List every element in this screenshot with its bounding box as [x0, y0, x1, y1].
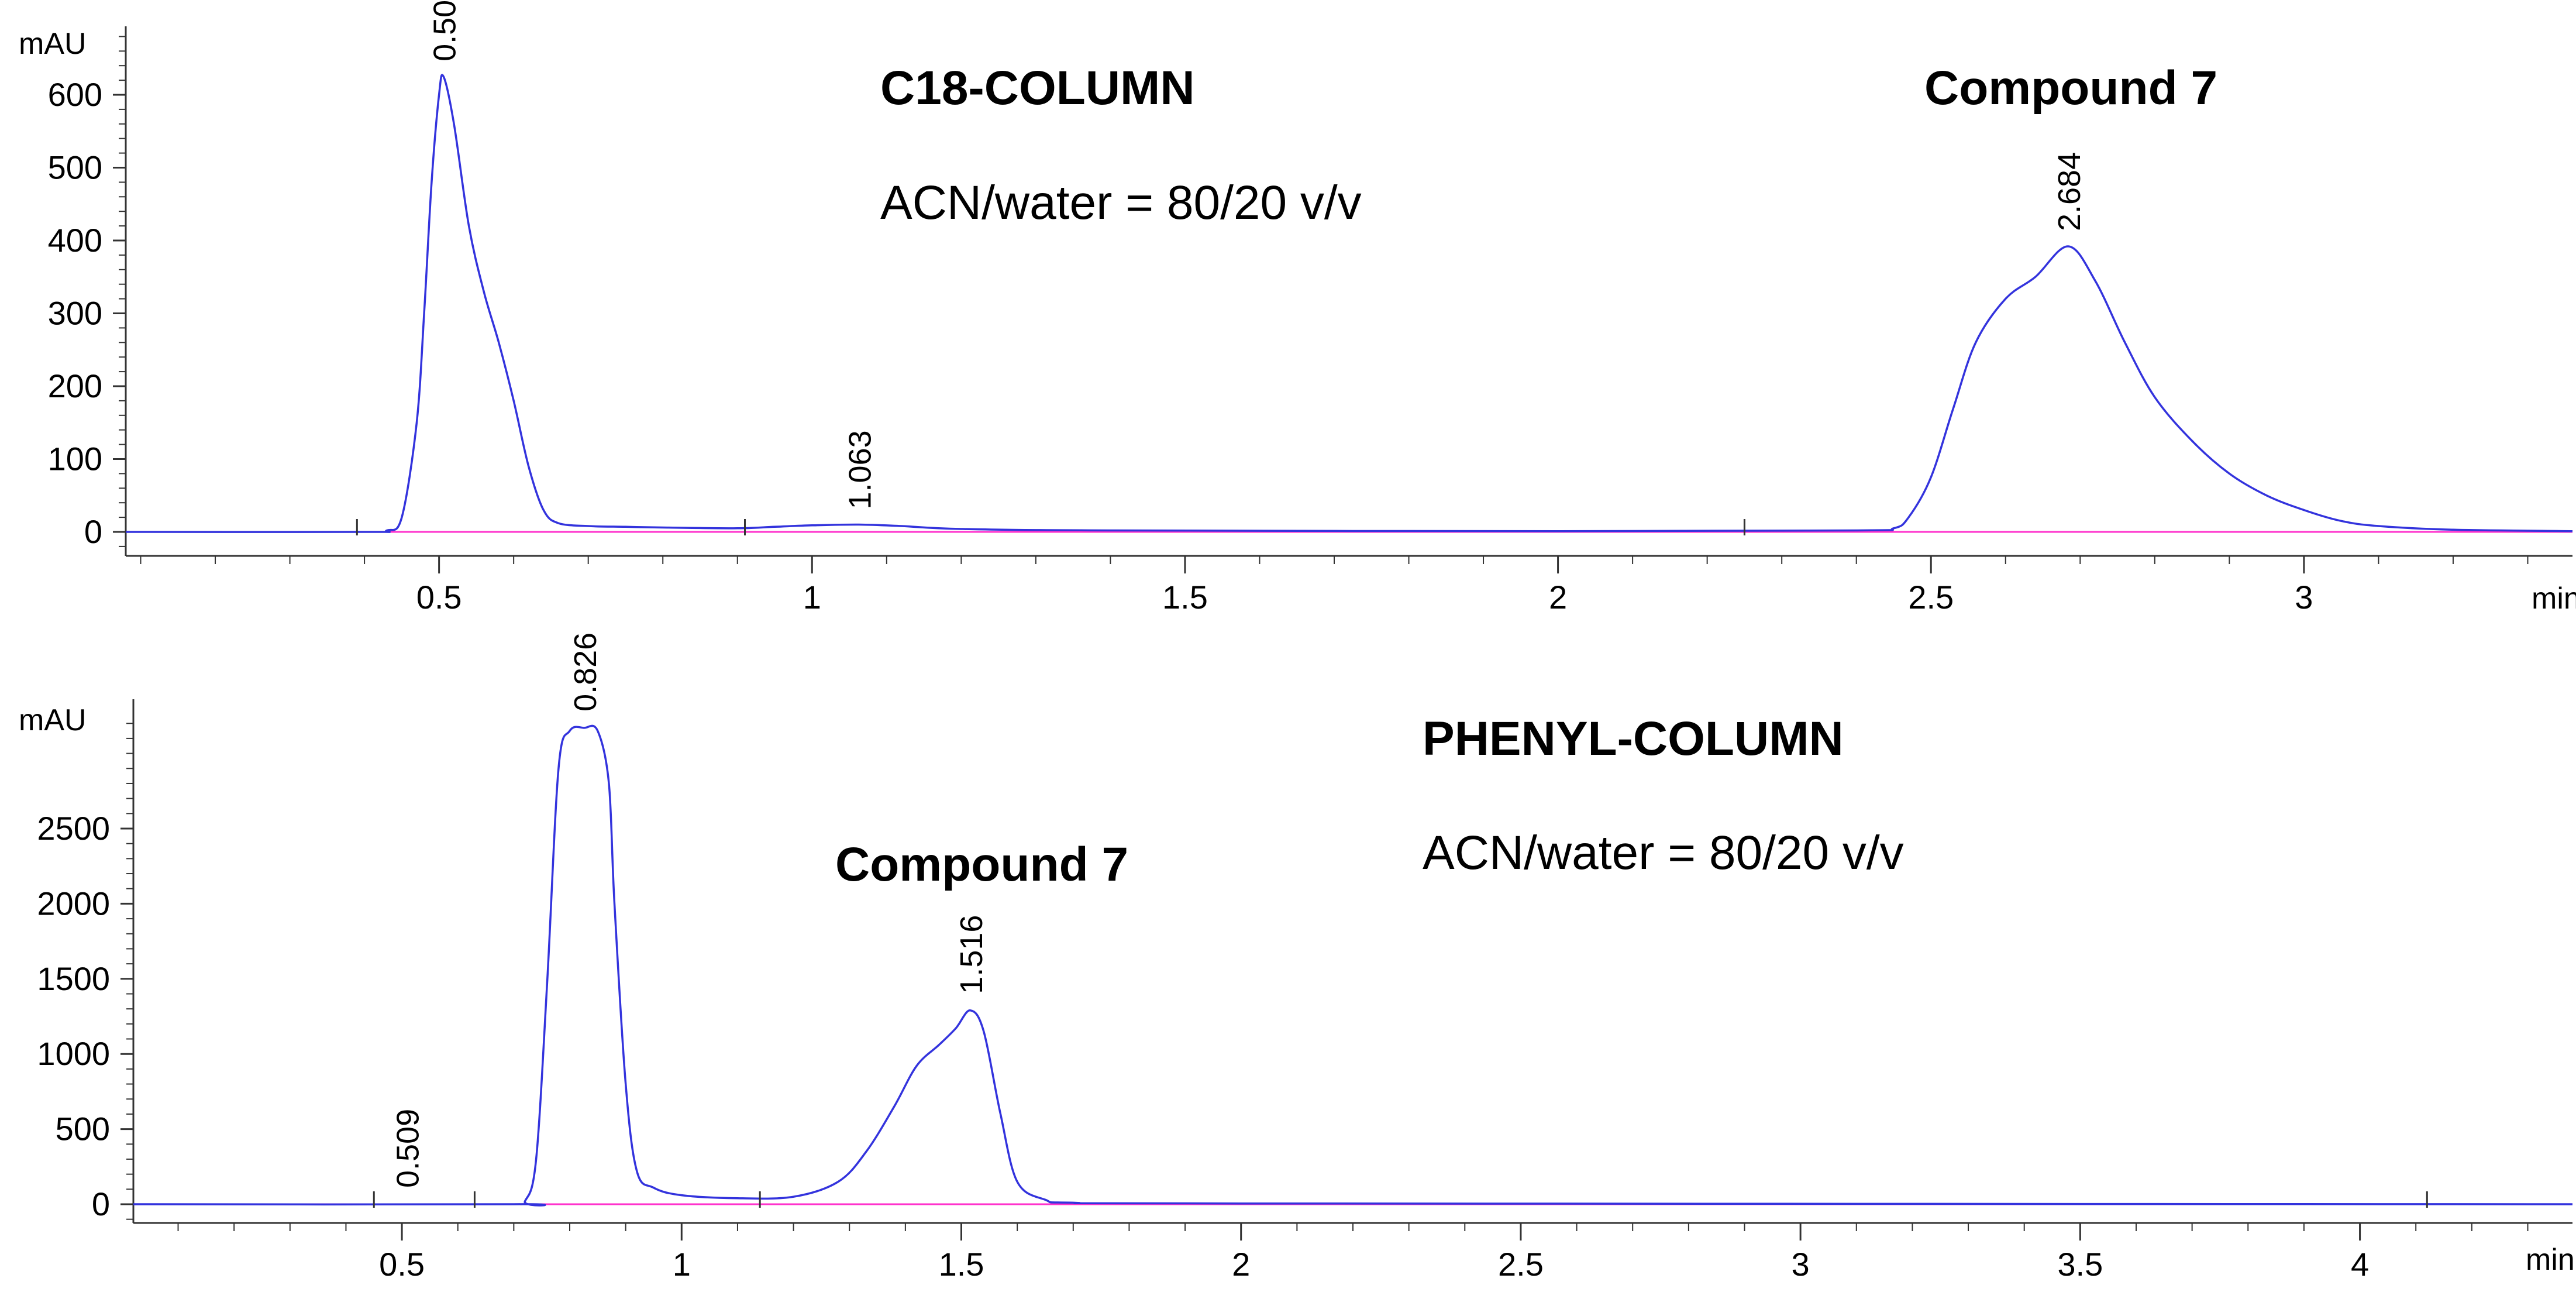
peak-label: 2.684 [2052, 152, 2087, 231]
mobile-phase-annotation: ACN/water = 80/20 v/v [1423, 826, 1904, 879]
mobile-phase-annotation: ACN/water = 80/20 v/v [880, 176, 1362, 229]
c18-chromatogram-panel: 0 100 200 300 400 500 600 0.5 1 1.5 2 2.5 3 mAU min 0.5… [19, 0, 2576, 616]
x-tick-label: 1.5 [1162, 579, 1208, 616]
column-annotation: C18-COLUMN [880, 61, 1195, 115]
x-tick-label: 1 [673, 1246, 691, 1283]
x-tick-label: 0.5 [379, 1246, 425, 1283]
chromatogram-trace [133, 724, 2573, 1207]
phenyl-chromatogram-panel: 0 500 1000 1500 2000 2500 0.5 1 1.5 2 2.5 3 3.5 4 mAU m… [19, 633, 2575, 1283]
y-tick-label: 0 [92, 1186, 110, 1222]
y-unit-label: mAU [19, 27, 87, 61]
peak-label: 0.509 [391, 1109, 426, 1188]
y-tick-label: 600 [48, 76, 102, 113]
x-unit-label: min [2526, 1243, 2575, 1277]
peak-label: 1.063 [843, 430, 878, 509]
y-unit-label: mAU [19, 703, 87, 737]
column-annotation: PHENYL-COLUMN [1423, 712, 1844, 765]
y-tick-label: 300 [48, 295, 102, 332]
y-tick-label: 1500 [37, 960, 110, 997]
x-tick-label: 3 [2295, 579, 2313, 616]
peak-label: 1.516 [954, 915, 989, 994]
x-tick-label: 2.5 [1498, 1246, 1544, 1283]
x-tick-label: 0.5 [416, 579, 462, 616]
x-tick-label: 1.5 [939, 1246, 984, 1283]
x-tick-label: 4 [2351, 1246, 2369, 1283]
x-tick-label: 3.5 [2057, 1246, 2103, 1283]
y-tick-label: 500 [56, 1111, 110, 1147]
y-tick-label: 100 [48, 441, 102, 477]
compound-annotation: Compound 7 [1924, 61, 2217, 115]
y-tick-label: 2000 [37, 885, 110, 922]
x-tick-label: 2 [1232, 1246, 1250, 1283]
peak-label: 0.826 [568, 633, 603, 712]
y-tick-label: 0 [84, 513, 102, 550]
y-tick-label: 200 [48, 367, 102, 404]
x-unit-label: min [2532, 582, 2576, 616]
peak-label: 0.506 [427, 0, 462, 61]
x-tick-label: 2.5 [1908, 579, 1954, 616]
y-tick-label: 2500 [37, 810, 110, 847]
x-tick-label: 1 [803, 579, 821, 616]
x-tick-label: 2 [1549, 579, 1567, 616]
compound-annotation: Compound 7 [835, 838, 1128, 891]
x-tick-label: 3 [1792, 1246, 1810, 1283]
y-tick-label: 400 [48, 222, 102, 259]
y-tick-label: 1000 [37, 1035, 110, 1072]
y-tick-label: 500 [48, 149, 102, 186]
chromatogram-trace [125, 74, 2573, 533]
